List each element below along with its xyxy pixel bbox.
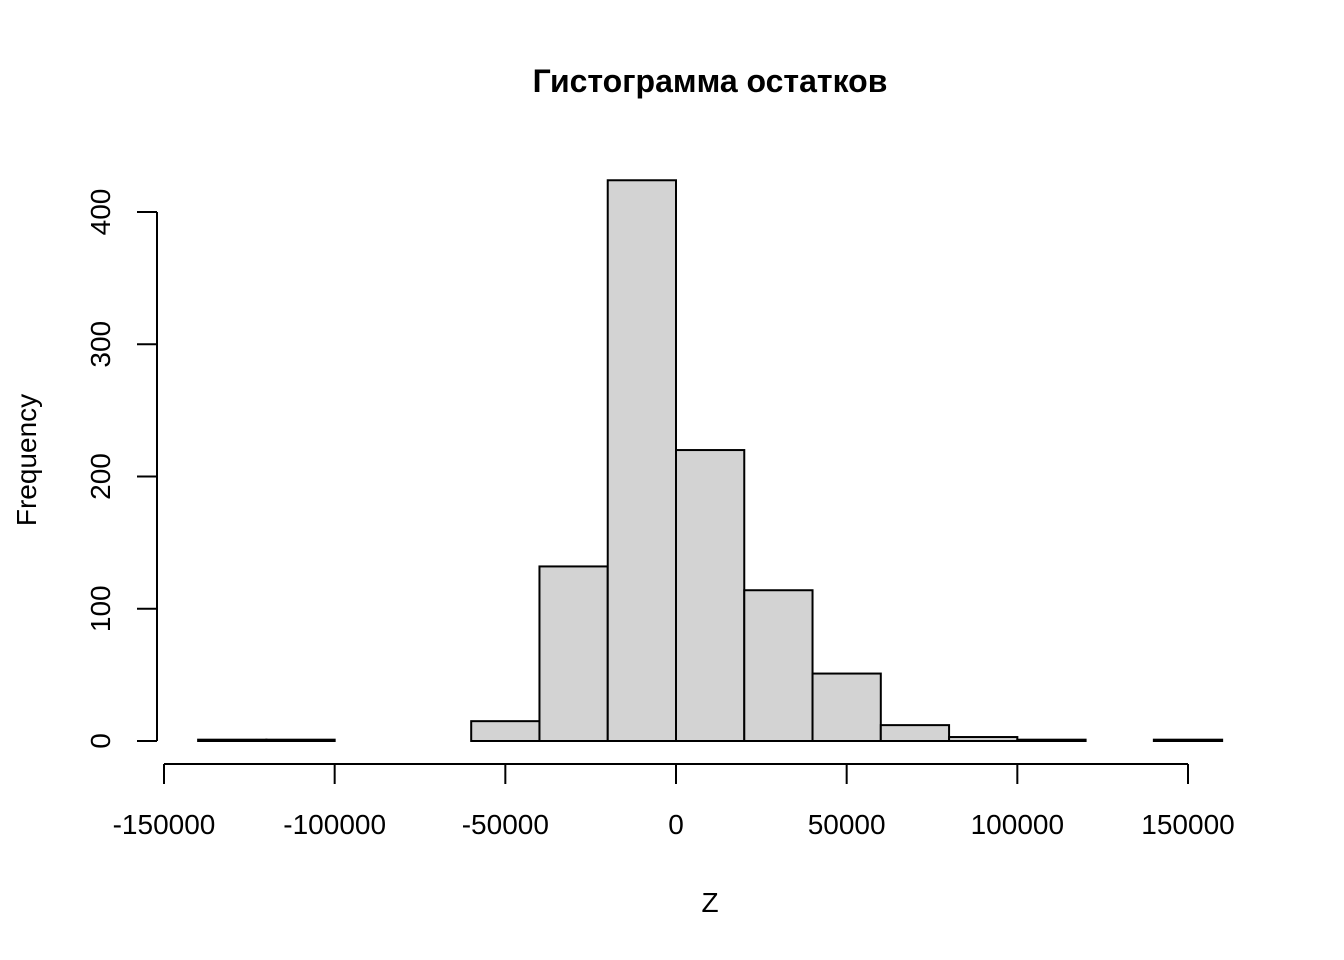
x-tick-label: 100000	[971, 809, 1064, 840]
histogram-bar	[470, 720, 541, 742]
y-tick-label: 100	[85, 585, 116, 632]
x-tick-label: -50000	[462, 809, 549, 840]
histogram-bar	[1016, 738, 1087, 742]
histogram-bar	[606, 179, 678, 742]
histogram-bar	[811, 672, 882, 742]
y-tick-label: 0	[85, 733, 116, 749]
histogram-bar	[675, 449, 746, 742]
x-tick-label: 150000	[1141, 809, 1234, 840]
histogram-bar	[743, 589, 814, 742]
x-tick-label: -100000	[283, 809, 386, 840]
x-axis-label: Z	[701, 887, 718, 918]
y-tick-label: 400	[85, 189, 116, 236]
histogram-bar	[1152, 738, 1224, 742]
histogram-bar	[948, 736, 1019, 742]
x-tick-label: 0	[668, 809, 684, 840]
histogram-bar	[197, 738, 268, 742]
x-axis: -150000 -100000 -50000 0 50000 100000 150000	[113, 763, 1235, 840]
x-tick-label: -150000	[113, 809, 216, 840]
histogram-bar	[879, 724, 951, 743]
histogram-bar	[265, 738, 336, 742]
chart-title: Гистограмма остатков	[533, 63, 888, 99]
y-axis-label: Frequency	[11, 394, 42, 526]
histogram-bar	[538, 565, 609, 742]
y-axis: 0 100 200 300 400	[85, 189, 158, 749]
y-tick-label: 200	[85, 453, 116, 500]
x-tick-label: 50000	[808, 809, 886, 840]
bars-group	[197, 179, 1224, 743]
y-tick-label: 300	[85, 321, 116, 368]
